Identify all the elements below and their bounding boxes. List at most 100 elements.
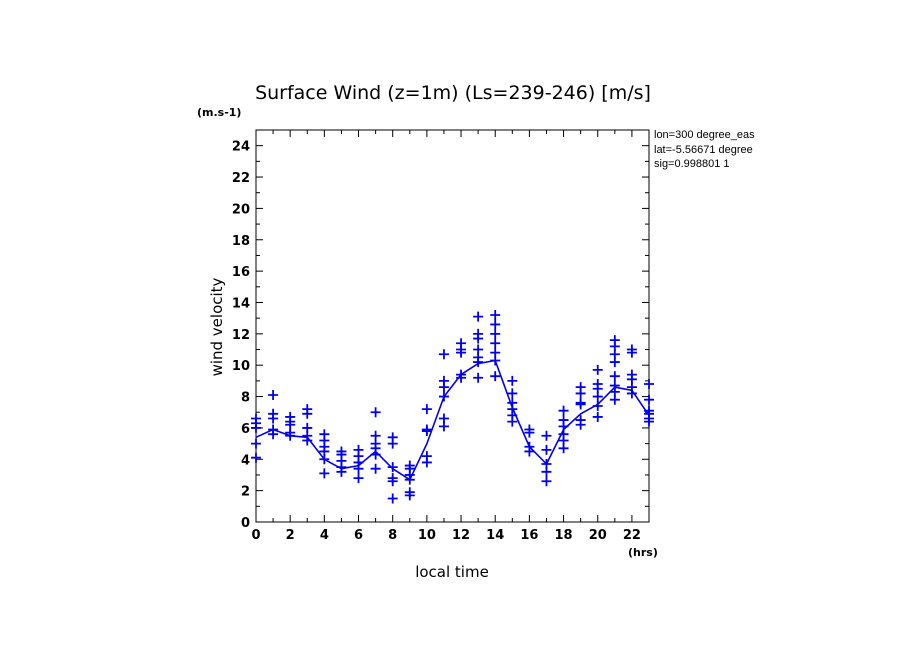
y-tick-label: 14 [232, 296, 250, 311]
data-point-plus [456, 338, 467, 349]
data-point-plus [541, 458, 552, 469]
data-point-plus [421, 404, 432, 415]
data-point-plus [490, 347, 501, 358]
y-tick-label: 6 [241, 422, 250, 437]
data-point-plus [421, 424, 432, 435]
data-point-plus [302, 422, 313, 433]
data-point-plus [626, 369, 637, 380]
data-point-plus [575, 415, 586, 426]
data-point-plus [268, 424, 279, 435]
data-point-plus [353, 473, 364, 484]
y-axis-label: wind velocity [208, 277, 226, 376]
data-point-plus [558, 415, 569, 426]
data-point-plus [251, 452, 261, 463]
mean-wind-line [255, 359, 650, 481]
data-point-plus [507, 388, 518, 399]
data-point-plus [251, 438, 261, 449]
data-point-plus [575, 382, 586, 393]
data-point-plus [387, 493, 398, 504]
y-units-label: (m.s-1) [197, 106, 241, 119]
y-tick-label: 16 [232, 265, 250, 280]
data-point-plus [370, 407, 381, 418]
data-point-plus [473, 328, 484, 339]
y-tick-label: 10 [232, 359, 250, 374]
data-point-plus [609, 371, 620, 382]
plot-frame [255, 129, 650, 523]
data-point-plus [558, 405, 569, 416]
data-point-plus [438, 375, 449, 386]
y-tick-label: 0 [241, 516, 250, 531]
x-tick-label: 16 [520, 528, 538, 543]
data-point-plus [387, 473, 398, 484]
x-tick-label: 4 [320, 528, 329, 543]
x-axis-label: local time [415, 563, 489, 581]
y-tick-label: 22 [232, 171, 250, 186]
data-point-plus [336, 446, 347, 457]
data-point-plus [541, 444, 552, 455]
data-point-plus [251, 413, 261, 424]
data-point-plus [507, 397, 518, 408]
x-tick-label: 22 [623, 528, 641, 543]
data-point-plus [473, 344, 484, 355]
data-point-plus [626, 344, 637, 355]
data-point-plus [456, 369, 467, 380]
x-tick-label: 14 [486, 528, 504, 543]
data-point-plus [592, 400, 603, 411]
x-units-label: (hrs) [628, 546, 658, 559]
data-point-plus [268, 389, 279, 400]
data-point-plus [644, 405, 654, 416]
data-point-plus [370, 430, 381, 441]
data-point-plus [490, 338, 501, 349]
data-point-plus [541, 476, 552, 487]
y-tick-label: 8 [241, 391, 250, 406]
data-point-plus [404, 487, 415, 498]
data-point-plus [473, 372, 484, 383]
data-point-plus [438, 413, 449, 424]
y-tick-label: 12 [232, 328, 250, 343]
data-point-plus [592, 411, 603, 422]
x-tick-label: 0 [251, 528, 260, 543]
info-lon: lon=300 degree_eas [654, 129, 755, 141]
data-point-plus [609, 335, 620, 346]
data-point-plus [524, 424, 535, 435]
data-point-plus [507, 375, 518, 386]
data-point-plus [370, 463, 381, 474]
data-point-plus [473, 311, 484, 322]
y-tick-label: 4 [241, 453, 250, 468]
data-point-plus [541, 430, 552, 441]
y-tick-label: 2 [241, 485, 250, 500]
data-point-plus [319, 429, 330, 440]
x-tick-label: 6 [354, 528, 363, 543]
y-tick-label: 24 [232, 140, 250, 155]
x-tick-label: 20 [589, 528, 607, 543]
data-point-plus [644, 394, 654, 405]
data-point-plus [575, 397, 586, 408]
y-tick-label: 18 [232, 234, 250, 249]
data-point-plus [438, 349, 449, 360]
y-tick-label: 20 [232, 202, 250, 217]
data-point-plus [387, 432, 398, 443]
data-point-plus [353, 444, 364, 455]
data-point-plus [490, 319, 501, 330]
data-point-plus [592, 364, 603, 375]
data-point-plus [490, 328, 501, 339]
data-point-plus [268, 408, 279, 419]
data-point-plus [285, 411, 296, 422]
data-point-plus [644, 379, 654, 390]
data-point-plus [490, 371, 501, 382]
data-point-plus [319, 468, 330, 479]
x-tick-label: 12 [452, 528, 470, 543]
x-tick-label: 2 [286, 528, 295, 543]
data-point-plus [490, 310, 501, 321]
chart-title: Surface Wind (z=1m) (Ls=239-246) [m/s] [255, 82, 651, 104]
data-point-plus [592, 379, 603, 390]
data-point-plus [404, 460, 415, 471]
data-point-plus [387, 462, 398, 473]
info-sig: sig=0.998801 1 [654, 158, 730, 170]
data-point-plus [302, 404, 313, 415]
data-point-plus [609, 380, 620, 391]
data-point-plus [421, 451, 432, 462]
x-tick-label: 8 [388, 528, 397, 543]
